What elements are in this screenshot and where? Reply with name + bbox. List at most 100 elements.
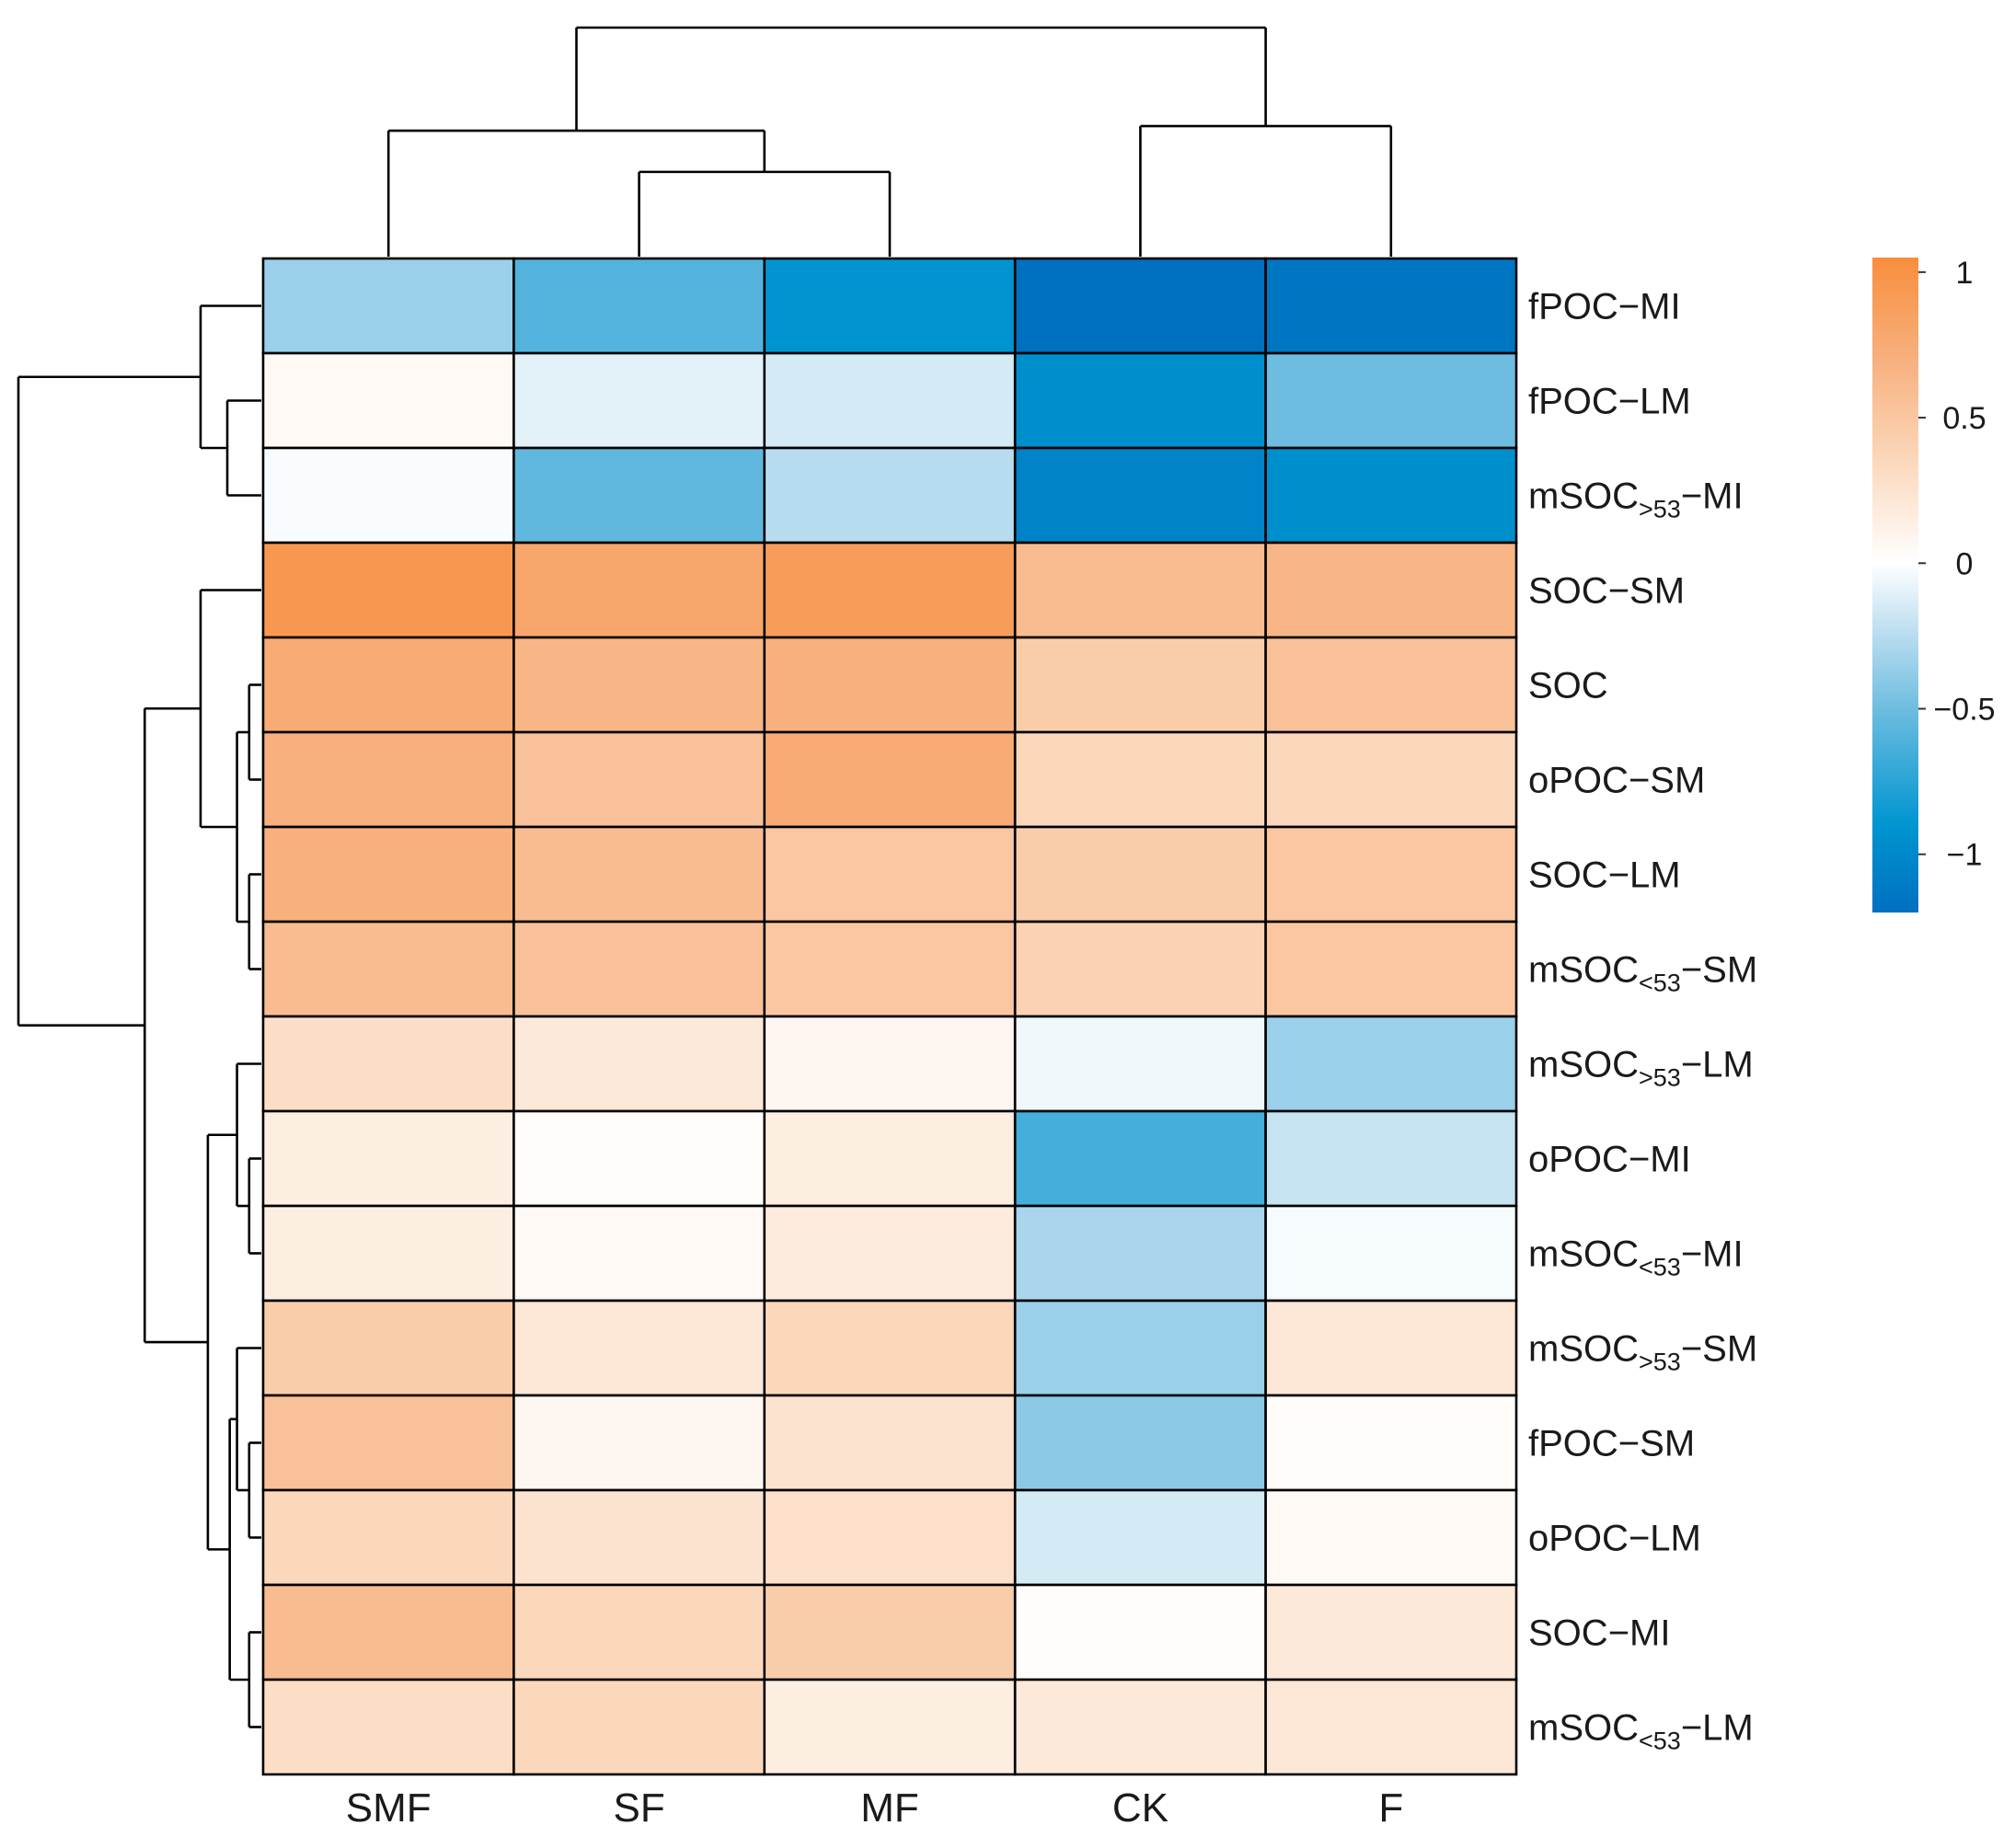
legend-tick-label: −0.5 — [1933, 692, 1995, 727]
column-label-F: F — [1378, 1785, 1403, 1831]
heatmap-cell-mSOC>53-SM-MF — [763, 1299, 1017, 1397]
heatmap-cell-mSOC<53-SM-SF — [512, 920, 766, 1018]
row-label: mSOC>53−SM — [1528, 1329, 1757, 1376]
row-label: mSOC<53−MI — [1528, 1234, 1744, 1281]
heatmap-cell-SOC-MI-F — [1264, 1583, 1518, 1682]
heatmap-cell-oPOC-LM-SMF — [261, 1488, 515, 1587]
row-label: oPOC−LM — [1528, 1519, 1701, 1559]
column-label-SF: SF — [613, 1785, 664, 1831]
row-label: mSOC>53−MI — [1528, 476, 1744, 523]
heatmap-cell-mSOC>53-LM-SMF — [261, 1015, 515, 1113]
column-label-SMF: SMF — [346, 1785, 432, 1831]
heatmap-cell-oPOC-LM-CK — [1013, 1488, 1267, 1587]
heatmap-cell-mSOC<53-LM-F — [1264, 1678, 1518, 1776]
heatmap-cell-mSOC>53-SM-CK — [1013, 1299, 1267, 1397]
heatmap-cell-SOC-SM-SF — [512, 541, 766, 639]
heatmap-cell-SOC-SM-CK — [1013, 541, 1267, 639]
row-label: mSOC<53−SM — [1528, 950, 1757, 997]
heatmap-cell-mSOC<53-MI-MF — [763, 1204, 1017, 1303]
heatmap-cell-fPOC-MI-F — [1264, 257, 1518, 355]
heatmap-cell-fPOC-MI-SMF — [261, 257, 515, 355]
row-label: mSOC>53−LM — [1528, 1045, 1754, 1092]
heatmap-cell-oPOC-SM-SF — [512, 730, 766, 829]
heatmap-cell-SOC-MI-SF — [512, 1583, 766, 1682]
heatmap-cell-oPOC-MI-F — [1264, 1109, 1518, 1208]
legend-tick-label: 0.5 — [1942, 401, 1986, 436]
heatmap-cell-SOC-LM-CK — [1013, 825, 1267, 924]
heatmap-cell-oPOC-SM-SMF — [261, 730, 515, 829]
row-label: oPOC−MI — [1528, 1140, 1691, 1180]
heatmap-cell-mSOC<53-LM-CK — [1013, 1678, 1267, 1776]
heatmap-cell-SOC-MF — [763, 636, 1017, 734]
heatmap-cell-mSOC>53-SM-F — [1264, 1299, 1518, 1397]
heatmap-cell-mSOC<53-LM-SF — [512, 1678, 766, 1776]
row-label: SOC−MI — [1528, 1613, 1670, 1654]
column-dendrogram — [386, 26, 1393, 257]
heatmap-cell-SOC-SM-MF — [763, 541, 1017, 639]
heatmap-cell-fPOC-LM-SMF — [261, 351, 515, 450]
heatmap-cell-oPOC-LM-MF — [763, 1488, 1017, 1587]
legend-tick-label: 0 — [1956, 546, 1974, 581]
heatmap-cell-SOC-SM-F — [1264, 541, 1518, 639]
row-label: SOC−LM — [1528, 855, 1681, 896]
heatmap-cell-SOC-SMF — [261, 636, 515, 734]
heatmap-cell-fPOC-SM-MF — [763, 1394, 1017, 1492]
row-label: fPOC−LM — [1528, 382, 1691, 422]
heatmap-cell-SOC-CK — [1013, 636, 1267, 734]
heatmap-cell-mSOC>53-SM-SF — [512, 1299, 766, 1397]
heatmap-cell-oPOC-LM-SF — [512, 1488, 766, 1587]
legend-color-bar — [1872, 258, 1918, 913]
heatmap-cell-SOC-SF — [512, 636, 766, 734]
heatmap-cell-SOC-MI-CK — [1013, 1583, 1267, 1682]
heatmap-cell-mSOC<53-SM-SMF — [261, 920, 515, 1018]
row-label: SOC−SM — [1528, 571, 1685, 612]
color-legend: 1 0.5 0 −0.5 −1 — [1872, 256, 1996, 913]
heatmap-cell-oPOC-SM-F — [1264, 730, 1518, 829]
heatmap-cell-mSOC<53-SM-F — [1264, 920, 1518, 1018]
heatmap-cell-fPOC-MI-SF — [512, 257, 766, 355]
heatmap-cell-mSOC<53-MI-SMF — [261, 1204, 515, 1303]
heatmap-cell-mSOC>53-MI-F — [1264, 446, 1518, 545]
column-labels: SMF SF MF CK F — [346, 1785, 1403, 1831]
heatmap-cell-mSOC>53-LM-SF — [512, 1015, 766, 1113]
heatmap-cell-oPOC-MI-SMF — [261, 1109, 515, 1208]
heatmap-cell-oPOC-SM-CK — [1013, 730, 1267, 829]
heatmap-cell-SOC-SM-SMF — [261, 541, 515, 639]
heatmap-cell-SOC-MI-MF — [763, 1583, 1017, 1682]
heatmap-cell-oPOC-LM-F — [1264, 1488, 1518, 1587]
heatmap-cell-fPOC-SM-SF — [512, 1394, 766, 1492]
heatmap-cell-oPOC-SM-MF — [763, 730, 1017, 829]
row-dendrogram — [17, 304, 261, 1728]
legend-tick-label: −1 — [1947, 838, 1983, 873]
heatmap-cell-fPOC-MI-MF — [763, 257, 1017, 355]
heatmap-cell-mSOC<53-SM-CK — [1013, 920, 1267, 1018]
column-label-MF: MF — [860, 1785, 919, 1831]
heatmap-cell-mSOC>53-LM-F — [1264, 1015, 1518, 1113]
heatmap-cell-mSOC>53-MI-SMF — [261, 446, 515, 545]
heatmap-cell-mSOC<53-LM-MF — [763, 1678, 1017, 1776]
row-label: oPOC−SM — [1528, 761, 1705, 801]
heatmap-cell-mSOC<53-MI-SF — [512, 1204, 766, 1303]
row-labels: fPOC−MI fPOC−LM mSOC>53−MI SOC−SM SOC oPOC−SM… — [1528, 287, 1757, 1755]
heatmap-cell-mSOC>53-MI-CK — [1013, 446, 1267, 545]
heatmap-cell-mSOC>53-MI-SF — [512, 446, 766, 545]
heatmap-cell-fPOC-SM-SMF — [261, 1394, 515, 1492]
heatmap-cell-fPOC-MI-CK — [1013, 257, 1267, 355]
heatmap-cell-mSOC>53-LM-CK — [1013, 1015, 1267, 1113]
row-label: mSOC<53−LM — [1528, 1708, 1754, 1755]
heatmap-cell-mSOC<53-SM-MF — [763, 920, 1017, 1018]
heatmap-cell-SOC-LM-SMF — [261, 825, 515, 924]
heatmap-cell-fPOC-LM-CK — [1013, 351, 1267, 450]
row-label: fPOC−SM — [1528, 1424, 1695, 1464]
column-label-CK: CK — [1112, 1785, 1169, 1831]
heatmap-cell-fPOC-SM-CK — [1013, 1394, 1267, 1492]
legend-tick-label: 1 — [1956, 256, 1974, 291]
heatmap-cell-SOC-MI-SMF — [261, 1583, 515, 1682]
heatmap-cell-mSOC<53-MI-CK — [1013, 1204, 1267, 1303]
heatmap-cell-mSOC<53-MI-F — [1264, 1204, 1518, 1303]
heatmap-cell-oPOC-MI-MF — [763, 1109, 1017, 1208]
heatmap-cell-mSOC<53-LM-SMF — [261, 1678, 515, 1776]
heatmap-cell-fPOC-LM-F — [1264, 351, 1518, 450]
